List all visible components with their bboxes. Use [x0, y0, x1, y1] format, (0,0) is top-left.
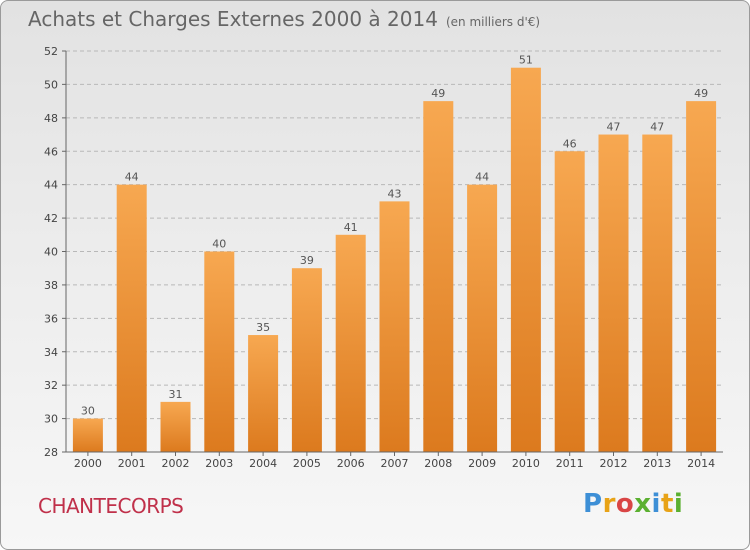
x-tick-label: 2009: [468, 457, 496, 470]
y-tick-label: 42: [44, 212, 58, 225]
bar: [116, 184, 147, 452]
chart-title-text: Achats et Charges Externes 2000 à 2014: [28, 7, 438, 31]
data-label: 41: [344, 221, 358, 234]
logo-letter: P: [583, 489, 603, 519]
bar: [510, 67, 541, 452]
x-tick-label: 2000: [74, 457, 102, 470]
proxiti-logo: Proxiti: [583, 489, 683, 519]
y-tick-label: 46: [44, 145, 58, 158]
bar: [686, 101, 717, 452]
bars: 30 44 31 40 35 39 41 43 49 44 51 46 47 47 49: [72, 54, 717, 452]
chart-title: Achats et Charges Externes 2000 à 2014 (e…: [28, 7, 540, 31]
y-tick-label: 48: [44, 112, 58, 125]
bar: [72, 418, 103, 452]
y-tick-label: 32: [44, 379, 58, 392]
axes: 28 30 32 34 36 38 40 42 44 46 48 50 52 2000 2001 2002 20…: [44, 45, 723, 470]
data-label: 47: [650, 121, 664, 134]
data-label: 44: [475, 171, 489, 184]
x-tick-label: 2007: [381, 457, 409, 470]
x-tick-label: 2008: [424, 457, 452, 470]
x-tick-label: 2001: [118, 457, 146, 470]
y-tick-label: 34: [44, 346, 58, 359]
logo-letter: r: [602, 489, 616, 519]
y-tick-label: 38: [44, 279, 58, 292]
bar: [160, 401, 191, 452]
data-label: 40: [212, 238, 226, 251]
bar: [423, 101, 454, 452]
data-label: 30: [81, 405, 95, 418]
y-tick-label: 36: [44, 312, 58, 325]
data-label: 44: [125, 171, 139, 184]
data-label: 35: [256, 321, 270, 334]
data-label: 39: [300, 254, 314, 267]
x-tick-label: 2006: [337, 457, 365, 470]
logo-letter: i: [651, 489, 661, 519]
data-label: 46: [563, 137, 577, 150]
bar: [248, 335, 279, 452]
data-label: 51: [519, 54, 533, 67]
bar: [642, 134, 673, 452]
y-tick-label: 28: [44, 446, 58, 459]
data-label: 47: [607, 121, 621, 134]
y-tick-label: 44: [44, 179, 58, 192]
x-tick-label: 2013: [643, 457, 671, 470]
x-tick-label: 2005: [293, 457, 321, 470]
logo-letter: x: [634, 489, 652, 519]
logo-letter: o: [615, 489, 635, 519]
x-tick-label: 2011: [556, 457, 584, 470]
x-tick-label: 2003: [205, 457, 233, 470]
commune-name: CHANTECORPS: [38, 494, 184, 518]
x-tick-label: 2012: [600, 457, 628, 470]
x-tick-label: 2002: [162, 457, 190, 470]
y-tick-label: 50: [44, 78, 58, 91]
data-label: 31: [169, 388, 183, 401]
x-tick-label: 2010: [512, 457, 540, 470]
x-tick-label: 2014: [687, 457, 715, 470]
logo-letter: i: [673, 489, 684, 519]
y-tick-label: 40: [44, 246, 58, 259]
bar: [598, 134, 629, 452]
bar: [467, 184, 498, 452]
bar: [291, 268, 322, 452]
chart-unit: (en milliers d'€): [445, 15, 541, 29]
data-label: 49: [431, 87, 445, 100]
bar: [335, 234, 366, 452]
bar: [554, 151, 585, 452]
bar: [204, 251, 235, 452]
data-label: 49: [694, 87, 708, 100]
y-tick-label: 52: [44, 45, 58, 58]
bar: [379, 201, 410, 452]
x-tick-label: 2004: [249, 457, 277, 470]
data-label: 43: [388, 187, 402, 200]
logo-letter: t: [660, 489, 674, 519]
y-tick-label: 30: [44, 413, 58, 426]
